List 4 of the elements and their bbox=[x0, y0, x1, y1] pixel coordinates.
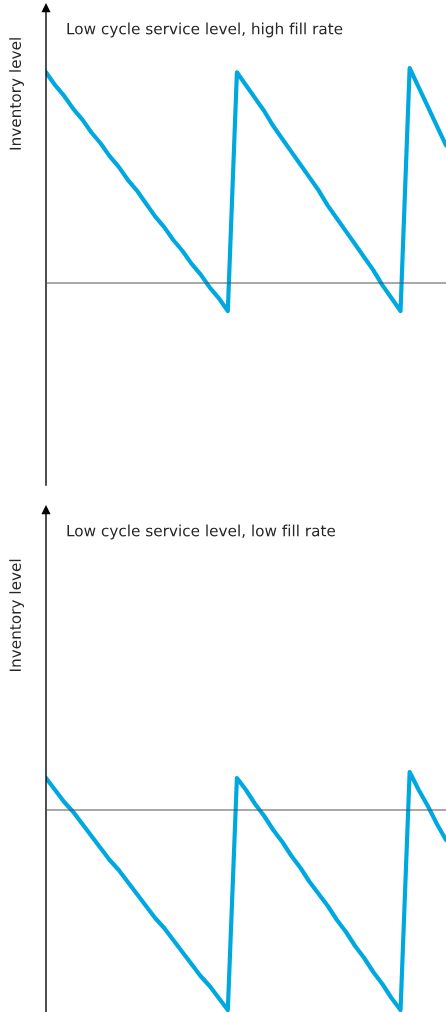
y-axis-title: Inventory level bbox=[9, 559, 24, 671]
y-axis-title: Inventory level bbox=[9, 38, 24, 150]
chart-title: Low cycle service level, low fill rate bbox=[67, 524, 336, 540]
chart-title: Low cycle service level, high fill rate bbox=[67, 22, 343, 38]
